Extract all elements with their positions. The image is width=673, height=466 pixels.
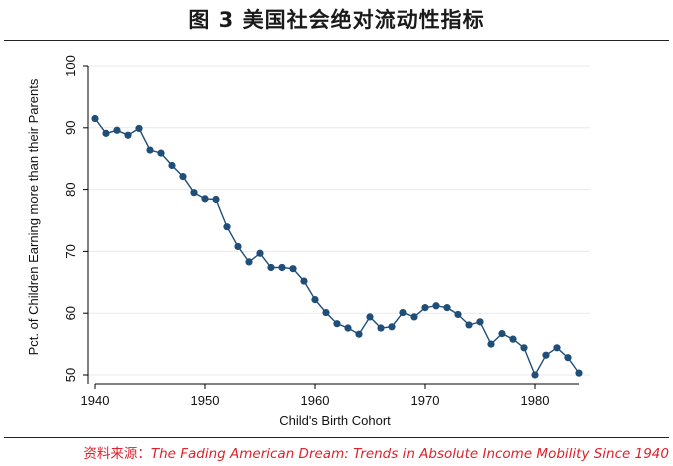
data-point-1949	[190, 189, 198, 197]
data-point-1958	[289, 265, 297, 273]
data-point-1945	[146, 146, 154, 154]
data-point-1978	[509, 335, 517, 343]
y-tick-label-90: 90	[63, 121, 78, 135]
data-point-1982	[553, 344, 561, 352]
data-point-1955	[256, 249, 264, 257]
data-point-1975	[476, 318, 484, 326]
data-point-1952	[223, 223, 231, 231]
y-tick-label-70: 70	[63, 244, 78, 258]
data-point-1968	[399, 308, 407, 317]
line-chart: 50 60 70 80 90 100 1940 1950 1960 1970 1980 Pct. …	[26, 55, 590, 428]
x-tick-label-1960: 1960	[301, 393, 330, 408]
data-point-1971	[432, 302, 440, 310]
data-point-1962	[333, 320, 341, 328]
source-note: 资料来源：The Fading American Dream: Trends i…	[0, 442, 669, 462]
data-point-1959	[300, 277, 308, 285]
data-point-1950	[201, 195, 209, 203]
data-point-1984	[575, 369, 583, 377]
data-point-1948	[179, 173, 187, 181]
data-point-1977	[498, 329, 506, 338]
series-line	[94, 118, 580, 377]
y-tick-label-80: 80	[63, 182, 78, 196]
source-divider	[4, 437, 669, 438]
data-point-1966	[377, 324, 385, 332]
data-point-1951	[212, 195, 220, 204]
data-point-1983	[564, 354, 572, 362]
data-point-1960	[311, 296, 319, 304]
data-point-1953	[234, 242, 242, 251]
source-prefix: 资料来源：	[83, 446, 151, 462]
y-tick-label-60: 60	[63, 306, 78, 320]
data-point-1961	[322, 308, 330, 317]
data-point-1976	[487, 340, 495, 348]
series-points	[91, 114, 583, 379]
y-tick-labels: 50 60 70 80 90 100	[63, 55, 78, 382]
data-point-1956	[267, 263, 275, 272]
data-point-1973	[454, 310, 462, 319]
data-point-1963	[344, 324, 352, 332]
data-point-1981	[542, 351, 550, 359]
axes	[83, 65, 579, 389]
y-tick-label-50: 50	[63, 368, 78, 382]
data-point-1979	[520, 344, 528, 352]
x-tick-label-1940: 1940	[81, 393, 110, 408]
data-point-1947	[168, 161, 176, 170]
data-point-1957	[278, 263, 286, 272]
data-point-1972	[443, 304, 451, 312]
data-point-1965	[366, 313, 374, 321]
x-tick-labels: 1940 1950 1960 1970 1980	[81, 393, 550, 408]
data-point-1954	[245, 258, 253, 266]
series-line-0	[94, 118, 580, 377]
x-axis-label: Child's Birth Cohort	[279, 413, 391, 428]
y-tick-label-100: 100	[63, 55, 78, 77]
data-point-1980	[531, 371, 539, 379]
title-divider	[4, 40, 669, 41]
data-point-1941	[102, 129, 110, 137]
data-point-1970	[421, 304, 429, 312]
data-point-1967	[388, 323, 396, 331]
data-point-1969	[410, 313, 418, 321]
data-point-1946	[157, 149, 165, 157]
data-point-1940	[91, 114, 99, 123]
figure-title: 图 3 美国社会绝对流动性指标	[188, 8, 485, 32]
x-tick-label-1980: 1980	[521, 393, 550, 408]
source-text: The Fading American Dream: Trends in Abs…	[150, 446, 669, 462]
gridlines	[88, 65, 590, 376]
data-point-1964	[355, 330, 363, 338]
x-tick-label-1950: 1950	[191, 393, 220, 408]
data-point-1944	[135, 124, 143, 133]
x-tick-label-1970: 1970	[411, 393, 440, 408]
y-axis-label: Pct. of Children Earning more than their…	[26, 78, 41, 355]
data-point-1974	[465, 321, 473, 329]
data-point-1943	[124, 131, 132, 139]
data-point-1942	[113, 126, 121, 134]
